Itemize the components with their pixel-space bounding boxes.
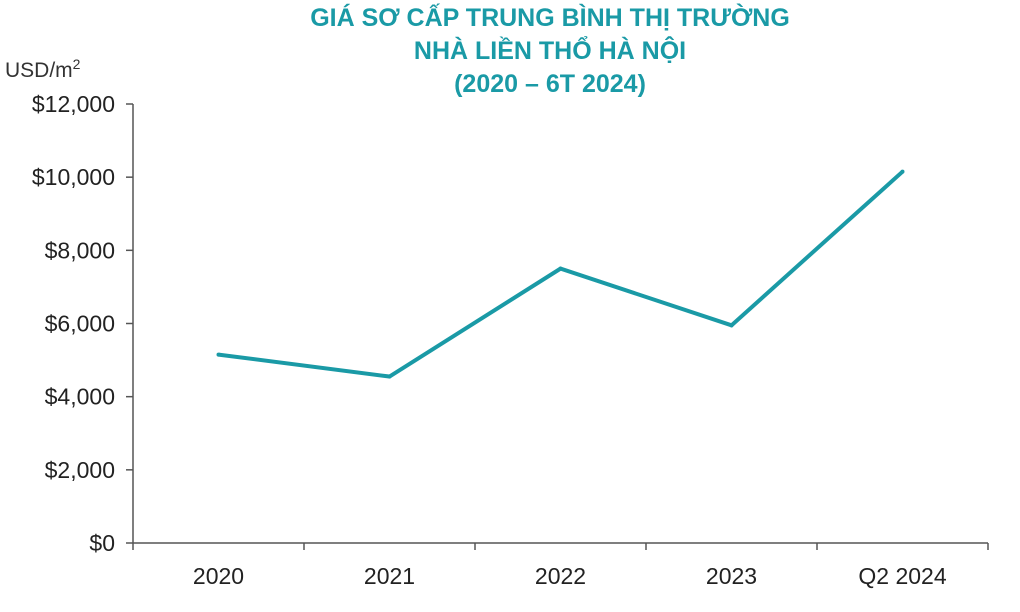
- x-tick-label: 2021: [364, 563, 415, 589]
- y-axis-unit-label: USD/m2: [5, 56, 80, 83]
- series-layer: [216, 169, 905, 379]
- chart-title-line-3: (2020 – 6T 2024): [454, 70, 646, 98]
- x-tick-label: 2023: [706, 563, 757, 589]
- y-tick-label: $12,000: [32, 91, 115, 117]
- y-axis-unit-superscript: 2: [72, 56, 81, 72]
- x-tick-label: 2020: [193, 563, 244, 589]
- y-tick-label: $2,000: [45, 457, 115, 483]
- data-point: [387, 374, 392, 379]
- x-axis: 2020 2021 2022 2023 Q2 2024: [132, 542, 989, 589]
- data-point: [729, 323, 734, 328]
- x-tick-label: 2022: [535, 563, 586, 589]
- data-point: [558, 266, 563, 271]
- chart-title-line-2: NHÀ LIỀN THỔ HÀ NỘI: [413, 37, 687, 65]
- y-tick-label: $6,000: [45, 311, 115, 337]
- series-line: [218, 170, 904, 379]
- y-tick-label: $8,000: [45, 237, 115, 263]
- y-axis-unit-text: USD/m: [5, 59, 73, 82]
- chart-title: GIÁ SƠ CẤP TRUNG BÌNH THỊ TRƯỜNG NHÀ LIỀ…: [260, 2, 840, 101]
- chart-title-line-1: GIÁ SƠ CẤP TRUNG BÌNH THỊ TRƯỜNG: [310, 4, 790, 32]
- y-tick-label: $4,000: [45, 384, 115, 410]
- data-point: [216, 352, 221, 357]
- y-tick-label: $10,000: [32, 164, 115, 190]
- data-point: [900, 169, 905, 174]
- y-axis: $0 $2,000 $4,000 $6,000 $8,000 $10,000 $12,000: [32, 91, 134, 556]
- x-tick-label: Q2 2024: [858, 563, 946, 589]
- y-tick-label: $0: [89, 530, 115, 556]
